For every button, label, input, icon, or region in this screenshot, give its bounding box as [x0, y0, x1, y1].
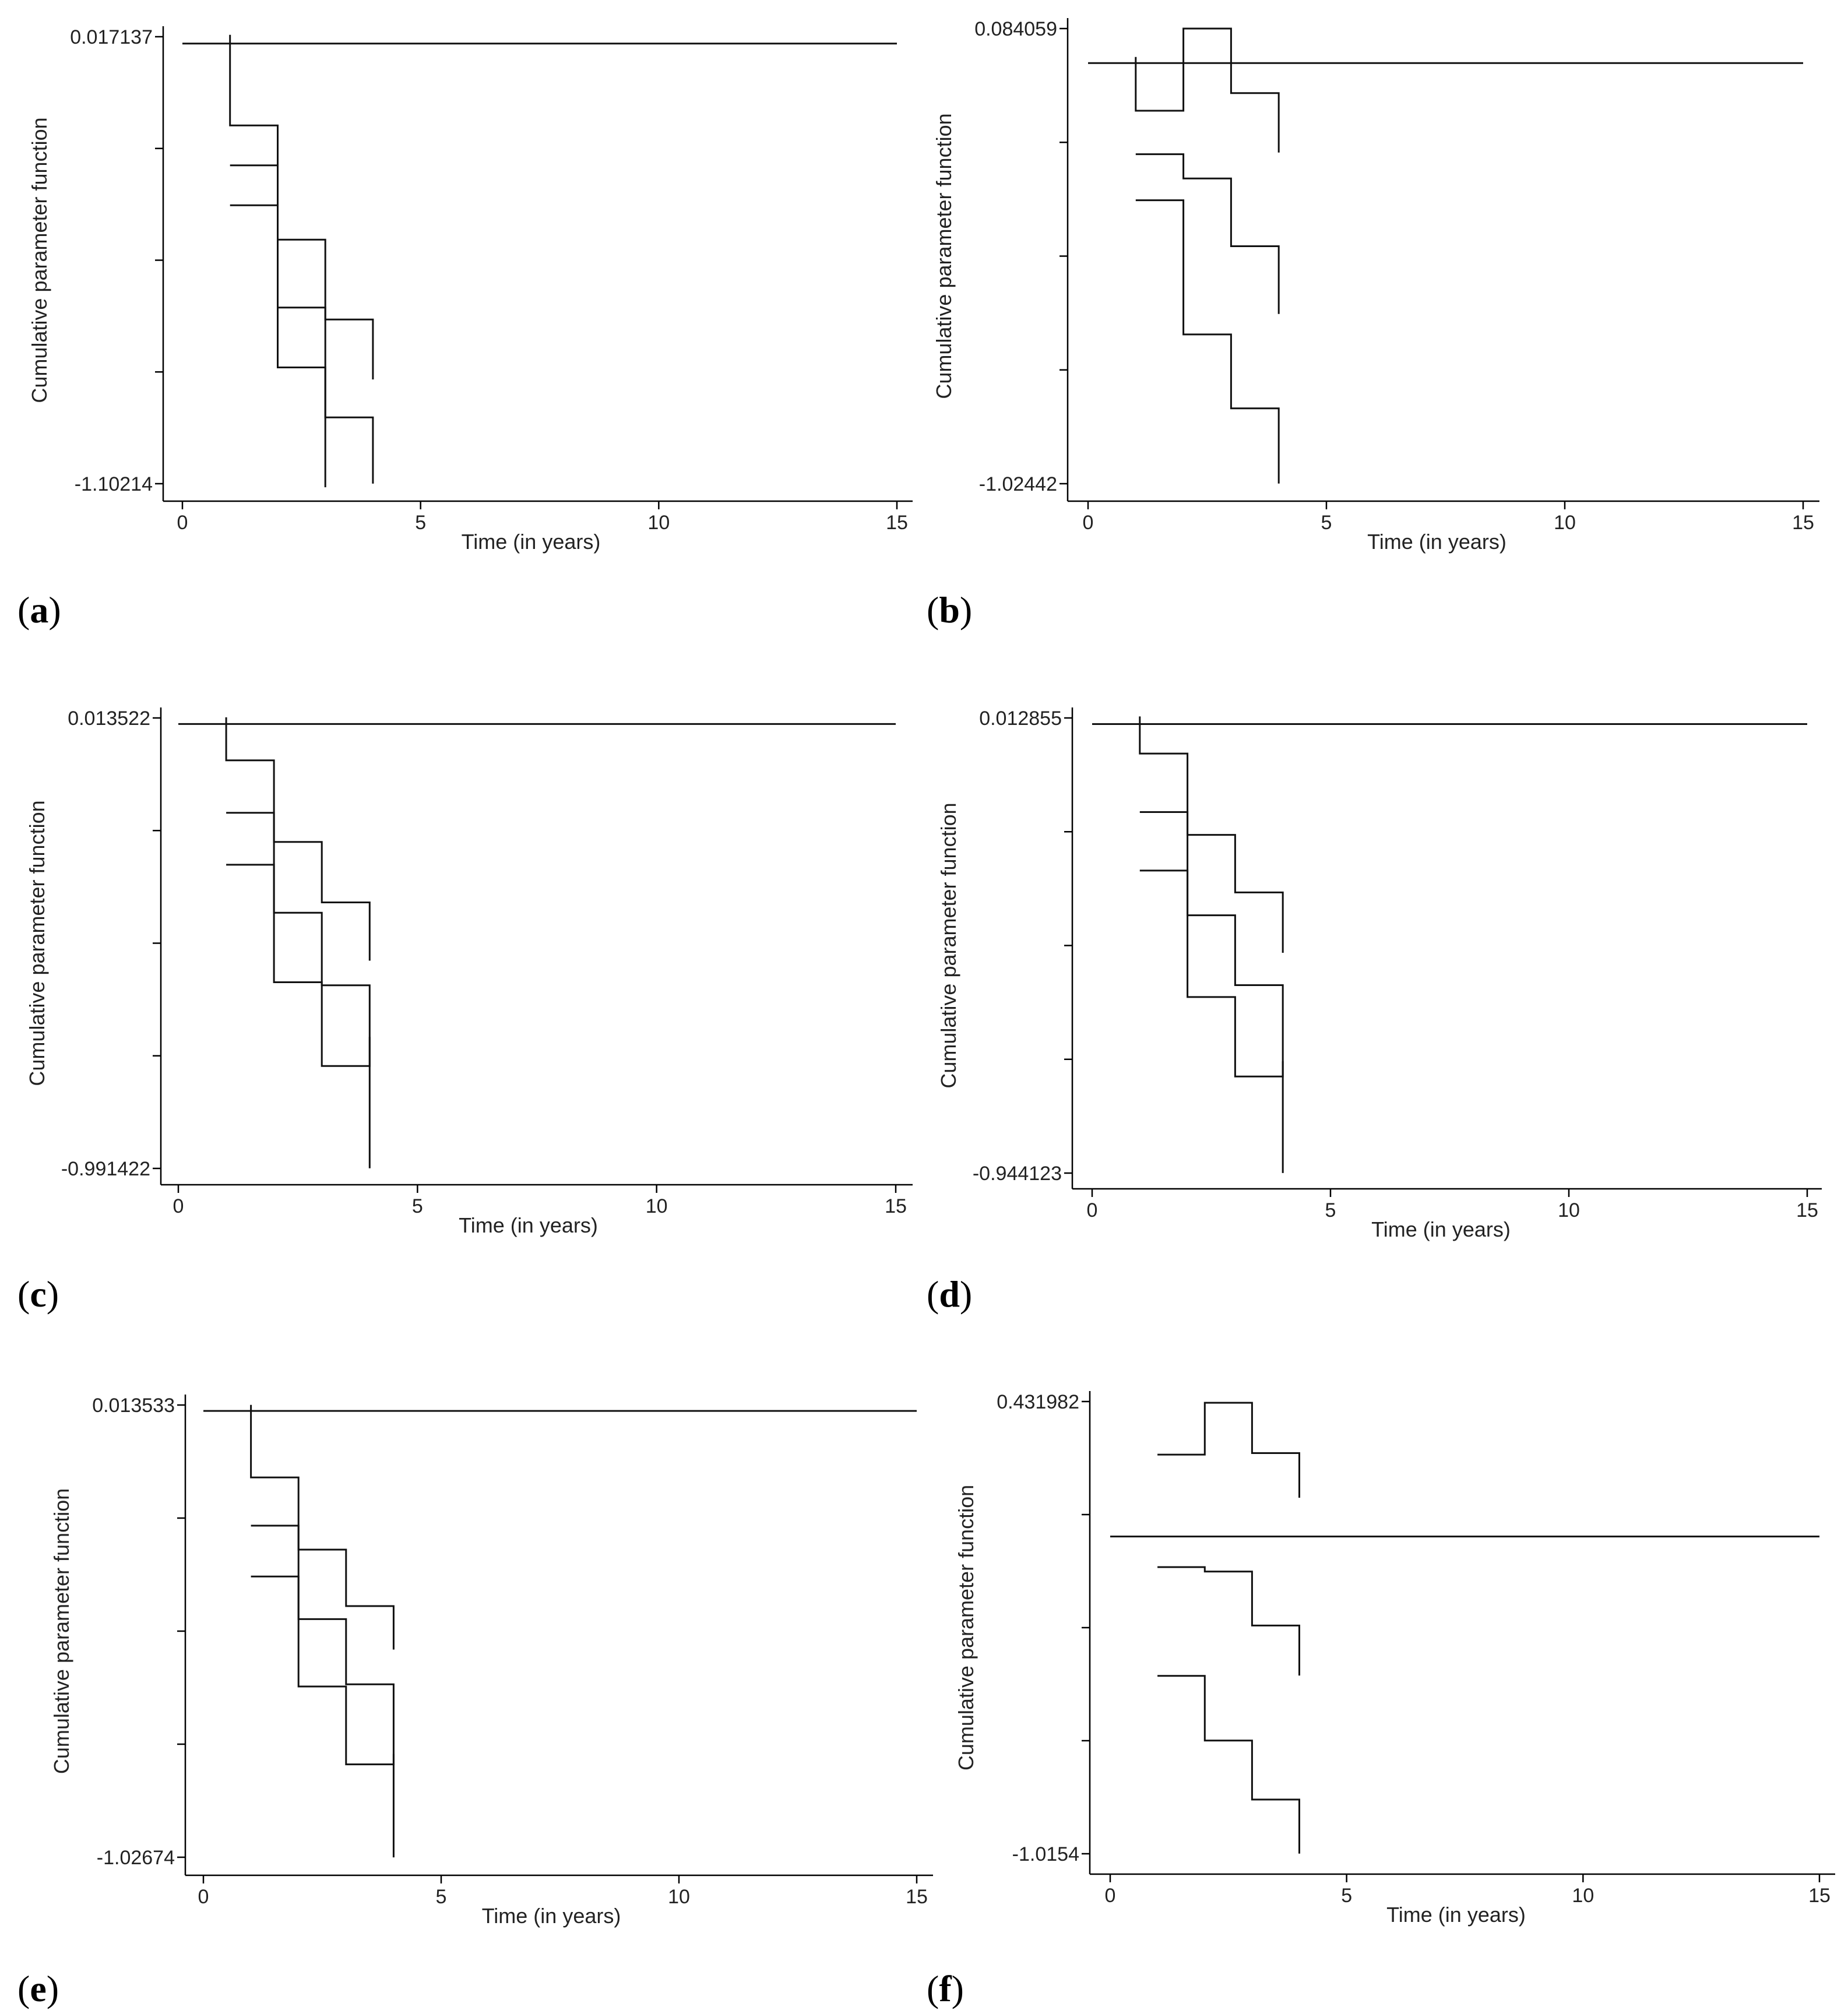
- y-tick-label-bottom: -1.02442: [979, 473, 1057, 495]
- x-tick-label: 5: [1321, 512, 1332, 534]
- y-tick-label-top: 0.017137: [70, 26, 153, 48]
- x-tick-label: 10: [1558, 1199, 1580, 1221]
- x-tick-label: 5: [412, 1195, 423, 1217]
- x-tick-label: 15: [1808, 1885, 1831, 1907]
- panel-letter: (c): [17, 1273, 59, 1315]
- x-tick-label: 15: [906, 1886, 928, 1908]
- y-tick-label-bottom: -0.944123: [973, 1163, 1062, 1185]
- y-axis-label: Cumulative parameter function: [954, 1485, 978, 1770]
- x-tick-label: 0: [177, 512, 188, 534]
- panel-letter: (e): [17, 1968, 59, 2009]
- series-line-lower: [1135, 199, 1280, 484]
- y-tick-label-top: 0.084059: [974, 18, 1057, 40]
- y-axis-label: Cumulative parameter function: [27, 117, 51, 403]
- y-axis-label: Cumulative parameter function: [50, 1488, 73, 1774]
- x-tick-label: 15: [1796, 1199, 1818, 1221]
- panel-b: 0 5 10 15 0.084059 -1.02442 Time (in years) Cum…: [927, 18, 1819, 631]
- panel-letter: (d): [927, 1273, 972, 1315]
- panel-letter: (b): [927, 589, 972, 631]
- series-line-upper: [1135, 27, 1280, 153]
- y-tick-label-bottom: -1.10214: [75, 473, 153, 495]
- x-tick-label: 10: [668, 1886, 690, 1908]
- panel-e: 0 5 10 15 0.013533 -1.02674 Time (in years) Cum…: [17, 1395, 933, 2009]
- series-line-estimate: [1139, 811, 1284, 1173]
- series-line-upper: [229, 34, 374, 380]
- series-line-lower: [1157, 1675, 1300, 1854]
- x-tick-label: 10: [1554, 512, 1576, 534]
- series-line-upper: [1139, 716, 1284, 953]
- series-line-estimate: [251, 1524, 395, 1858]
- x-tick-label: 15: [885, 1195, 907, 1217]
- series-line-estimate: [226, 812, 371, 1168]
- y-tick-label-top: 0.431982: [997, 1391, 1079, 1413]
- panel-c: 0 5 10 15 0.013522 -0.991422 Time (in years) Cu…: [17, 707, 913, 1315]
- y-tick-label-top: 0.013522: [68, 707, 150, 730]
- panel-d: 0 5 10 15 0.012855 -0.944123 Time (in years) Cu…: [927, 707, 1822, 1315]
- x-axis-label: Time (in years): [1386, 1903, 1526, 1927]
- series-line-upper: [1157, 1402, 1300, 1498]
- series-line-upper: [225, 717, 371, 961]
- y-axis-label: Cumulative parameter function: [932, 113, 956, 399]
- series-line-lower: [1139, 869, 1284, 1078]
- panel-letter: (a): [17, 589, 61, 631]
- y-tick-label-bottom: -0.991422: [61, 1158, 150, 1180]
- x-tick-label: 0: [1087, 1199, 1098, 1221]
- x-tick-label: 0: [1083, 512, 1094, 534]
- x-tick-label: 5: [1341, 1885, 1352, 1907]
- series-line-lower: [226, 864, 371, 1067]
- panel-a: 0 5 10 15 0.017137 -1.10214 Time (in years) Cum…: [17, 26, 913, 631]
- x-axis-label: Time (in years): [482, 1904, 621, 1928]
- x-tick-label: 15: [1792, 512, 1814, 534]
- panel-f: 0 5 10 15 0.431982 -1.0154 Time (in years) Cumu…: [927, 1391, 1835, 2009]
- y-tick-label-top: 0.012855: [979, 707, 1062, 730]
- x-axis-label: Time (in years): [462, 530, 601, 554]
- x-tick-label: 10: [646, 1195, 668, 1217]
- x-tick-label: 5: [415, 512, 426, 534]
- y-tick-label-bottom: -1.0154: [1012, 1843, 1079, 1865]
- series-line-lower: [230, 204, 326, 488]
- x-axis-label: Time (in years): [1371, 1217, 1511, 1241]
- series-line-estimate: [1157, 1566, 1300, 1676]
- y-tick-label-bottom: -1.02674: [97, 1847, 175, 1869]
- x-tick-label: 10: [647, 512, 670, 534]
- series-line-lower: [251, 1575, 395, 1766]
- panel-letter: (f): [927, 1968, 964, 2009]
- y-tick-label-top: 0.013533: [92, 1395, 175, 1417]
- x-tick-label: 5: [436, 1886, 447, 1908]
- x-tick-label: 0: [198, 1886, 209, 1908]
- y-axis-label: Cumulative parameter function: [937, 802, 960, 1088]
- series-line-estimate: [1135, 153, 1280, 314]
- series-line-upper: [250, 1404, 395, 1650]
- series-line-estimate: [230, 164, 374, 484]
- x-tick-label: 0: [173, 1195, 184, 1217]
- x-tick-label: 5: [1325, 1199, 1336, 1221]
- x-tick-label: 10: [1572, 1885, 1594, 1907]
- x-tick-label: 0: [1105, 1885, 1116, 1907]
- x-tick-label: 15: [886, 512, 908, 534]
- x-axis-label: Time (in years): [459, 1213, 598, 1237]
- y-axis-label: Cumulative parameter function: [25, 800, 49, 1086]
- x-axis-label: Time (in years): [1367, 530, 1506, 554]
